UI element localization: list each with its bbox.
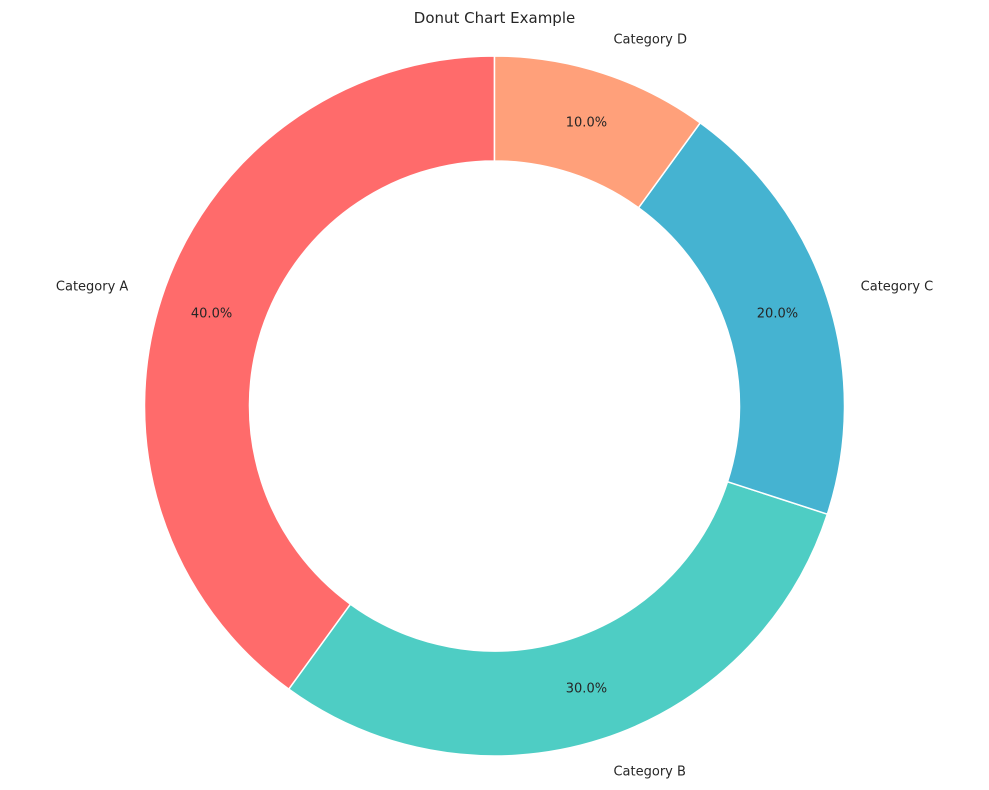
percent-label-category-d: 10.0% bbox=[566, 116, 607, 131]
slices-group bbox=[143, 55, 846, 757]
category-label-category-b: Category B bbox=[613, 765, 685, 780]
category-label-category-a: Category A bbox=[56, 280, 129, 295]
percent-label-category-c: 20.0% bbox=[757, 307, 798, 322]
slice-category-b bbox=[287, 480, 829, 757]
slice-category-c bbox=[637, 121, 846, 516]
chart-title: Donut Chart Example bbox=[414, 9, 575, 27]
category-label-category-d: Category D bbox=[613, 32, 687, 47]
labels-group: Category A 40.0% Category B 30.0% Category C… bbox=[56, 32, 933, 779]
percent-label-category-a: 40.0% bbox=[191, 307, 232, 322]
slice-category-a bbox=[143, 55, 496, 691]
slice-category-d bbox=[493, 55, 702, 209]
category-label-category-c: Category C bbox=[861, 280, 934, 295]
percent-label-category-b: 30.0% bbox=[566, 681, 607, 696]
